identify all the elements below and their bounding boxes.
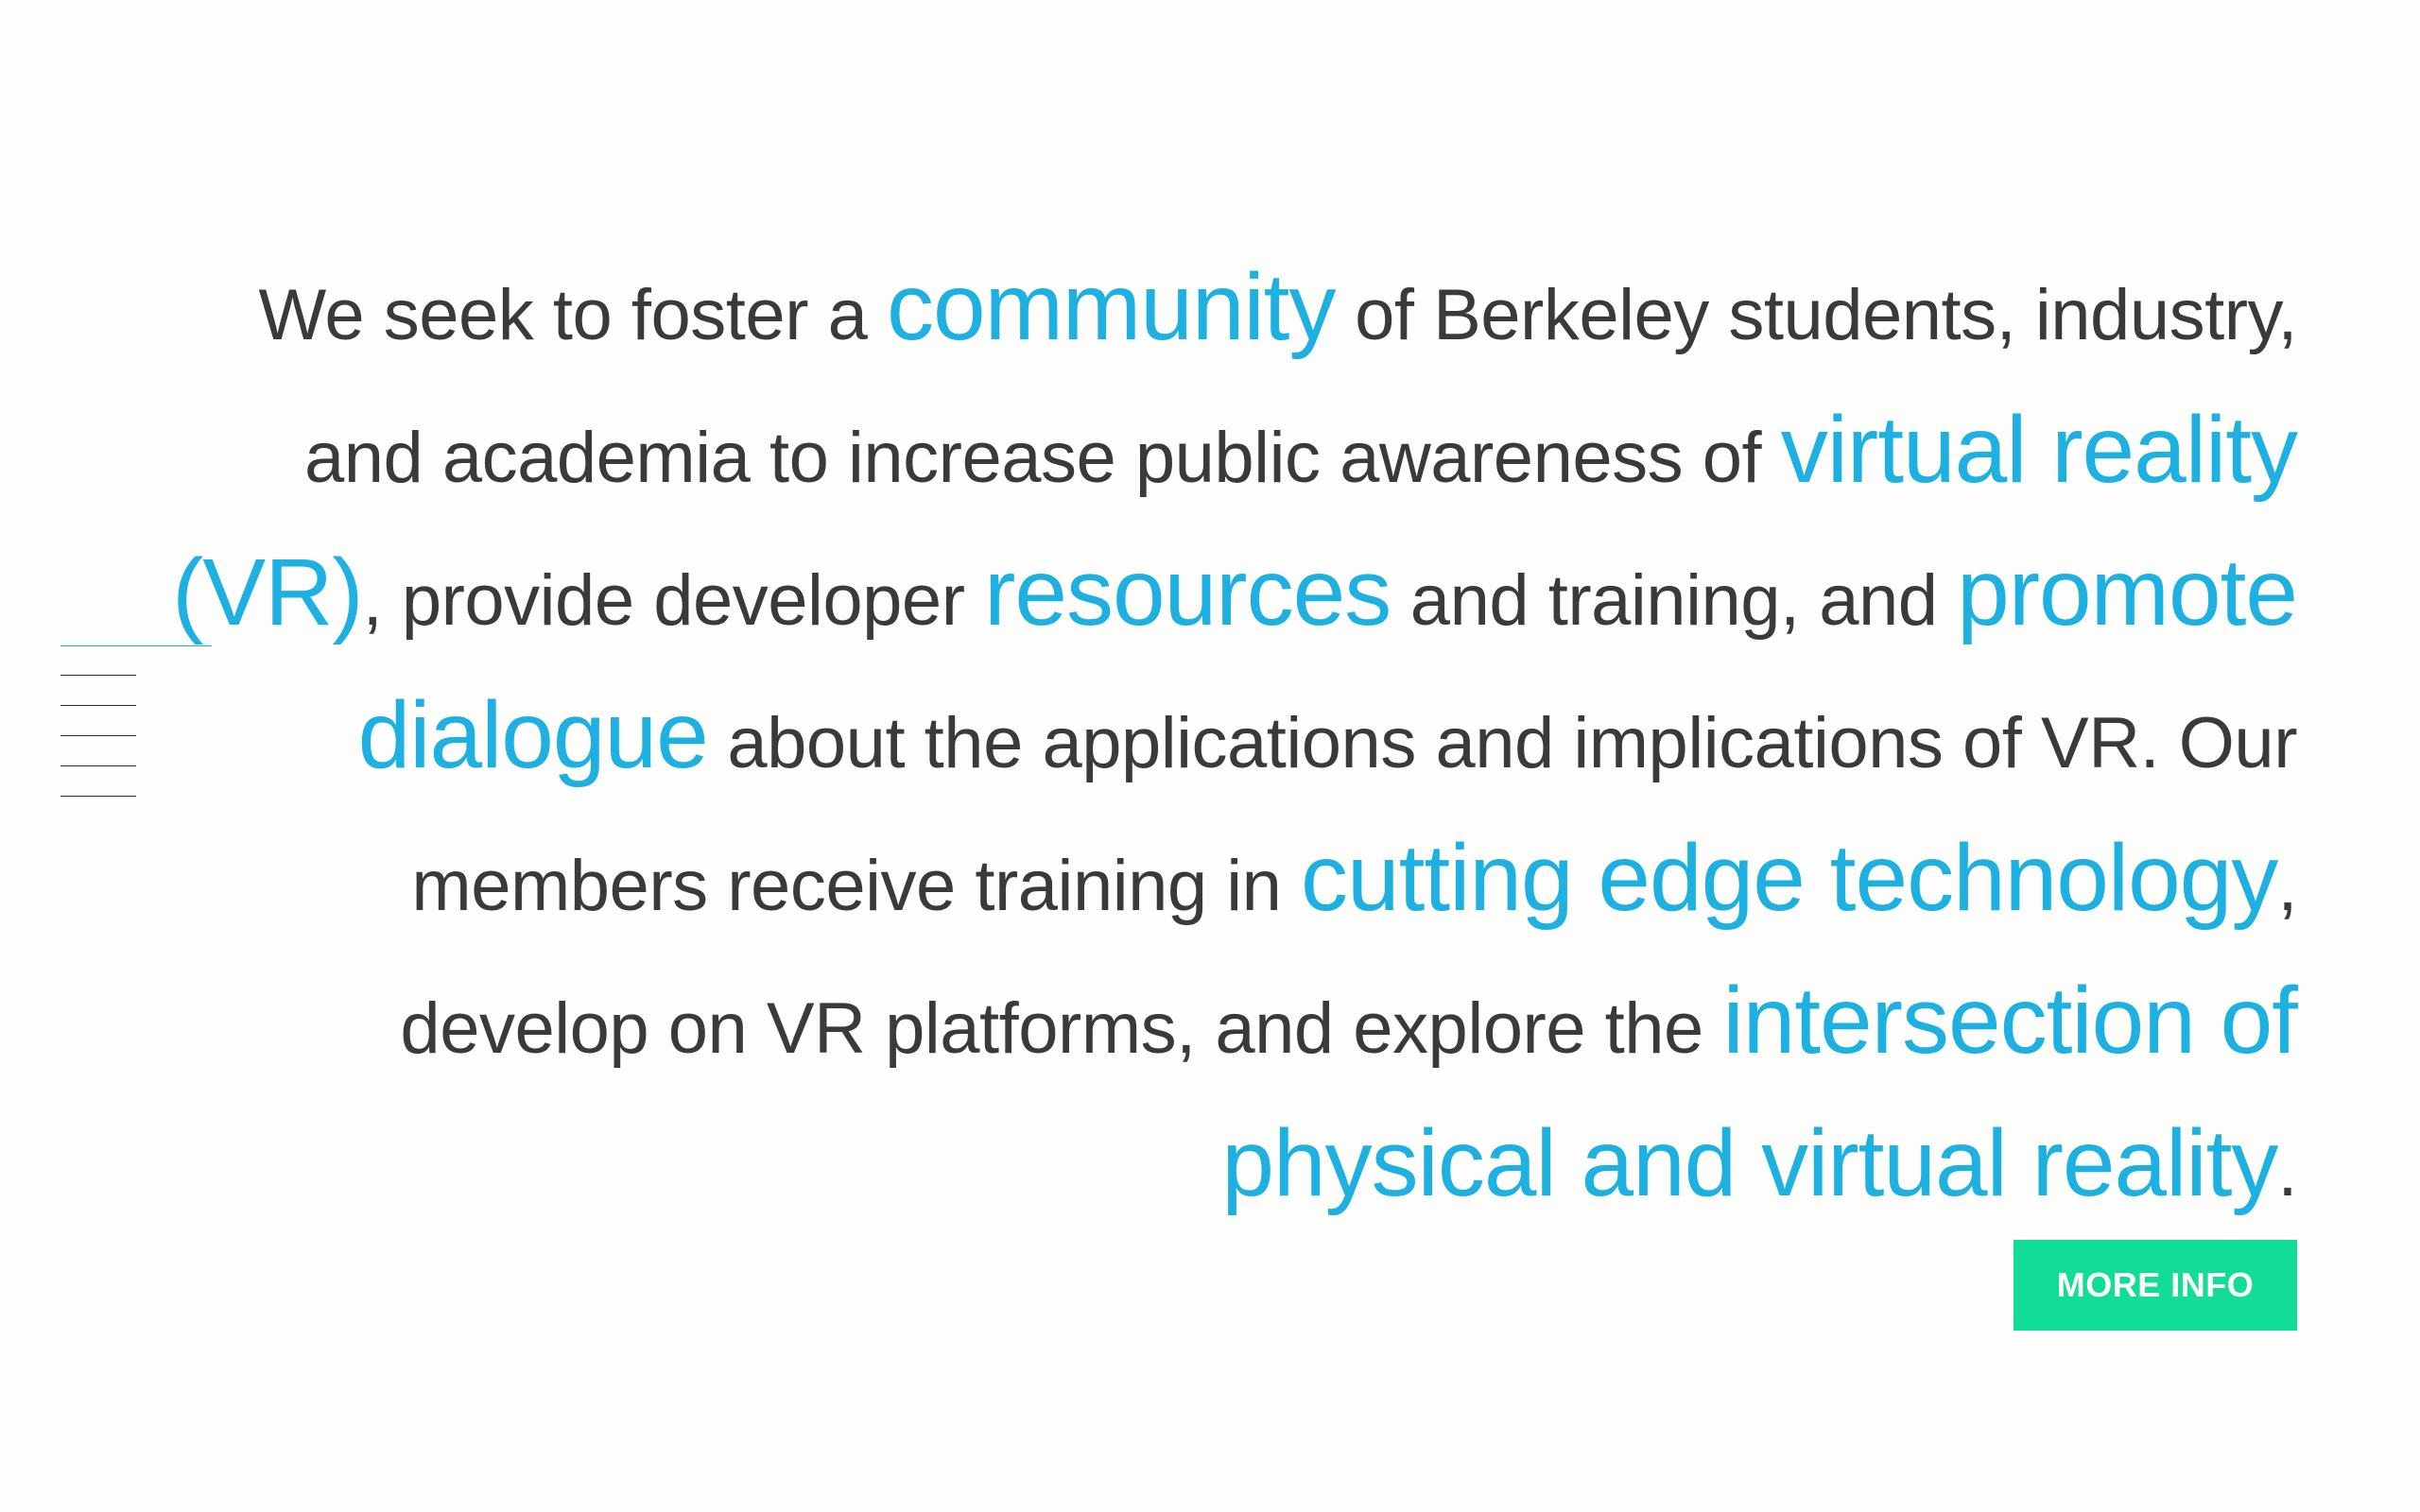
section-nav — [60, 645, 212, 826]
nav-line[interactable] — [60, 675, 136, 676]
nav-line[interactable] — [60, 705, 136, 706]
more-info-button[interactable]: MORE INFO — [2014, 1240, 2297, 1331]
mission-highlight-intersection: intersection of physical and virtual rea… — [1221, 968, 2298, 1216]
mission-text: We seek to foster a — [258, 275, 887, 355]
mission-text: . — [2277, 1131, 2297, 1211]
mission-text: about the applications and implications … — [411, 703, 2297, 926]
mission-highlight-community: community — [887, 254, 1336, 360]
mission-statement: We seek to foster a community of Berkele… — [170, 240, 2298, 1239]
nav-line-active[interactable] — [60, 645, 212, 646]
mission-text: , provide developer — [362, 560, 985, 641]
nav-line[interactable] — [60, 796, 136, 797]
mission-text: and training, and — [1391, 560, 1958, 641]
mission-highlight-cutting-edge: cutting edge technology — [1301, 825, 2278, 931]
mission-text: , develop on VR platforms, and explore t… — [400, 846, 2297, 1069]
mission-highlight-promote-dialogue: promote dialogue — [357, 540, 2298, 788]
mission-text: of Berkeley students, industry, and acad… — [303, 275, 2298, 498]
nav-line[interactable] — [60, 765, 136, 766]
mission-highlight-resources: resources — [984, 540, 1392, 645]
mission-highlight-virtual-reality: virtual reality (VR) — [172, 397, 2298, 645]
nav-line[interactable] — [60, 735, 136, 736]
